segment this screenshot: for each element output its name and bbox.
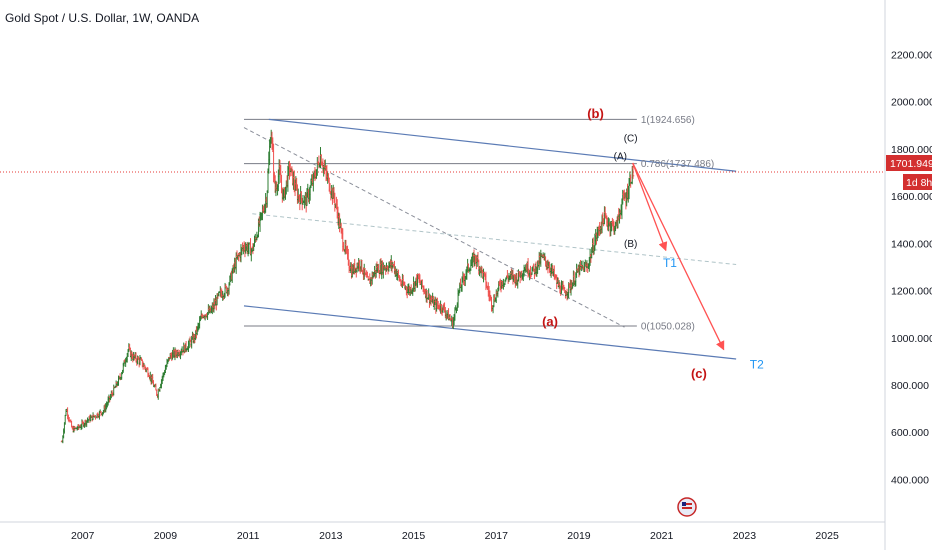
annotation-layer: 1(1924.656) 0.786(1737.486) 0(1050.028) (b)… [542, 106, 764, 381]
y-tick-label: 800.000 [891, 380, 929, 392]
wave-label: (c) [691, 366, 707, 381]
y-tick-label: 1600.000 [891, 191, 932, 203]
fib-level-label: 0.786(1737.486) [641, 159, 714, 170]
y-tick-label: 2000.000 [891, 97, 932, 109]
projection-arrow[interactable] [632, 162, 725, 351]
price-tag: 1701.949 1d 8h [886, 155, 932, 190]
x-tick-label: 2019 [567, 530, 591, 542]
y-tick-label: 1000.000 [891, 333, 932, 345]
x-tick-label: 2021 [650, 530, 674, 542]
chart-title: Gold Spot / U.S. Dollar, 1W, OANDA [5, 11, 199, 25]
fib-level-label: 0(1050.028) [641, 321, 695, 332]
x-tick-label: 2013 [319, 530, 343, 542]
channel-lower-line[interactable] [243, 305, 737, 360]
x-tick-label: 2017 [485, 530, 509, 542]
x-tick-label: 2011 [237, 530, 260, 542]
price-bars [60, 129, 635, 444]
wave-label: (B) [624, 239, 637, 250]
x-tick-label: 2007 [71, 530, 95, 542]
y-tick-label: 1400.000 [891, 238, 932, 250]
y-tick-label: 1200.000 [891, 286, 932, 298]
x-tick-label: 2009 [154, 530, 178, 542]
wave-label: (a) [542, 314, 558, 329]
tradingview-logo[interactable] [677, 497, 697, 517]
countdown-box [903, 174, 932, 190]
countdown-label: 1d 8h [906, 177, 932, 189]
x-tick-label: 2015 [402, 530, 426, 542]
x-tick-label: 2023 [733, 530, 757, 542]
target-label: T1 [663, 256, 677, 270]
axes[interactable]: 400.000 600.000 800.000 1000.000 1200.000 140… [71, 49, 932, 542]
y-tick-label: 600.000 [891, 427, 929, 439]
last-price-label: 1701.949 [890, 158, 932, 170]
x-tick-label: 2025 [815, 530, 839, 542]
fib-level-label: 1(1924.656) [641, 115, 695, 126]
wave-label: (C) [624, 134, 638, 145]
wave-label: (b) [587, 106, 604, 121]
y-tick-label: 400.000 [891, 474, 929, 486]
wave-label: (A) [614, 151, 627, 162]
last-price-box [886, 155, 932, 171]
projection-arrow[interactable] [632, 162, 668, 252]
target-label: T2 [750, 357, 764, 371]
y-tick-label: 2200.000 [891, 49, 932, 61]
y-tick-label: 1800.000 [891, 144, 932, 156]
channel-upper-line[interactable] [268, 118, 737, 172]
